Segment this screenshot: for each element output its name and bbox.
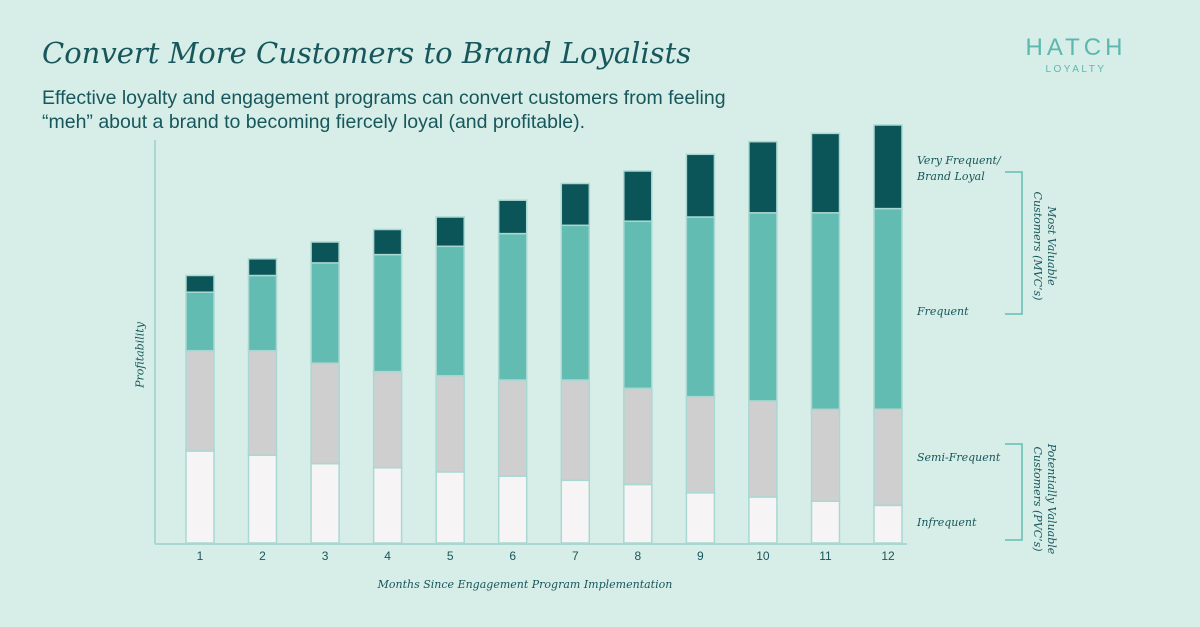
pvc-bracket bbox=[1005, 443, 1023, 541]
bar-month-10 bbox=[748, 140, 778, 544]
bar-segment-frequent-month-4 bbox=[372, 253, 403, 373]
bar-segment-frequent-month-5 bbox=[435, 245, 465, 377]
x-tick-label: 11 bbox=[819, 549, 832, 563]
bar-segment-semi-frequent-month-11 bbox=[810, 408, 841, 502]
bar-segment-semi-frequent-month-4 bbox=[372, 370, 403, 469]
x-tick-label: 2 bbox=[259, 549, 266, 563]
bar-segment-very-frequent-month-3 bbox=[310, 241, 340, 264]
mvc-group-label: Most Valuable Customers (MVC’s) bbox=[1030, 166, 1058, 326]
bar-segment-frequent-month-9 bbox=[685, 216, 716, 398]
x-tick-label: 6 bbox=[509, 549, 516, 563]
x-axis-label: Months Since Engagement Program Implemen… bbox=[377, 578, 673, 591]
bar-segment-frequent-month-10 bbox=[748, 212, 778, 402]
bar-month-1 bbox=[185, 274, 215, 544]
label-very-frequent-line2: Brand Loyal bbox=[917, 170, 985, 183]
x-tick-label: 9 bbox=[697, 549, 704, 563]
bar-segment-frequent-month-1 bbox=[185, 291, 215, 352]
bar-segment-infrequent-month-4 bbox=[372, 467, 403, 544]
label-very-frequent-line1: Very Frequent/ bbox=[917, 154, 1001, 167]
bar-segment-semi-frequent-month-7 bbox=[560, 379, 591, 482]
bar-month-3 bbox=[310, 241, 340, 544]
chart-title: Convert More Customers to Brand Loyalist… bbox=[42, 36, 692, 70]
bar-month-12 bbox=[873, 124, 903, 544]
x-tick-label: 4 bbox=[384, 549, 391, 563]
bar-month-5 bbox=[435, 216, 465, 544]
bar-month-2 bbox=[247, 258, 278, 544]
pvc-label-line2: Customers (PVC’s) bbox=[1031, 446, 1044, 552]
label-semi-frequent: Semi-Frequent bbox=[917, 451, 1001, 464]
mvc-label-line2: Customers (MVC’s) bbox=[1031, 191, 1044, 301]
bar-month-11 bbox=[810, 132, 841, 544]
bar-segment-frequent-month-11 bbox=[810, 212, 841, 411]
pvc-group-label: Potentially Valuable Customers (PVC’s) bbox=[1030, 419, 1058, 579]
bar-month-8 bbox=[623, 170, 653, 544]
bar-segment-infrequent-month-3 bbox=[310, 462, 340, 544]
bar-segment-infrequent-month-7 bbox=[560, 479, 591, 544]
bar-segment-semi-frequent-month-12 bbox=[873, 408, 903, 507]
bar-segment-very-frequent-month-12 bbox=[873, 124, 903, 210]
bar-segment-very-frequent-month-8 bbox=[623, 170, 653, 222]
bar-segment-semi-frequent-month-9 bbox=[685, 395, 716, 494]
bar-month-4 bbox=[372, 228, 403, 544]
bar-segment-frequent-month-7 bbox=[560, 224, 591, 381]
bar-segment-infrequent-month-2 bbox=[247, 454, 278, 544]
bar-segment-infrequent-month-6 bbox=[497, 475, 528, 544]
bar-segment-semi-frequent-month-2 bbox=[247, 349, 278, 456]
bar-segment-very-frequent-month-10 bbox=[748, 140, 778, 214]
x-tick-label: 7 bbox=[572, 549, 579, 563]
bar-segment-very-frequent-month-5 bbox=[435, 216, 465, 248]
x-tick-label: 5 bbox=[447, 549, 454, 563]
bar-segment-frequent-month-3 bbox=[310, 262, 340, 364]
bar-segment-semi-frequent-month-10 bbox=[748, 400, 778, 498]
bar-segment-infrequent-month-5 bbox=[435, 471, 465, 544]
label-infrequent: Infrequent bbox=[917, 516, 977, 529]
bar-segment-semi-frequent-month-3 bbox=[310, 362, 340, 465]
x-tick-label: 3 bbox=[322, 549, 329, 563]
x-tick-label: 8 bbox=[634, 549, 641, 563]
label-frequent: Frequent bbox=[917, 305, 969, 318]
bar-segment-very-frequent-month-4 bbox=[372, 228, 403, 256]
bar-segment-semi-frequent-month-1 bbox=[185, 349, 215, 452]
bar-segment-very-frequent-month-2 bbox=[247, 258, 278, 277]
bar-segment-frequent-month-6 bbox=[497, 232, 528, 381]
bar-month-7 bbox=[560, 182, 591, 544]
bar-segment-semi-frequent-month-8 bbox=[623, 387, 653, 486]
bar-segment-infrequent-month-1 bbox=[185, 450, 215, 544]
bar-segment-infrequent-month-8 bbox=[623, 483, 653, 544]
chart-subtitle: Effective loyalty and engagement program… bbox=[42, 87, 726, 133]
bar-segment-infrequent-month-10 bbox=[748, 496, 778, 544]
mvc-bracket bbox=[1005, 171, 1023, 315]
bar-month-6 bbox=[497, 199, 528, 544]
bar-segment-infrequent-month-9 bbox=[685, 492, 716, 544]
bar-segment-very-frequent-month-7 bbox=[560, 182, 591, 227]
bar-segment-frequent-month-12 bbox=[873, 207, 903, 410]
hatch-loyalty-logo: HATCH LOYALTY bbox=[1018, 34, 1134, 76]
x-tick-label: 12 bbox=[881, 549, 895, 563]
bar-segment-very-frequent-month-6 bbox=[497, 199, 528, 235]
logo-tagline: LOYALTY bbox=[1045, 64, 1107, 75]
bar-segment-semi-frequent-month-6 bbox=[497, 379, 528, 477]
bar-segment-semi-frequent-month-5 bbox=[435, 375, 465, 473]
x-tick-label: 1 bbox=[197, 549, 204, 563]
label-very-frequent: Very Frequent/ Brand Loyal bbox=[917, 153, 1001, 185]
bar-segment-very-frequent-month-9 bbox=[685, 153, 716, 218]
bar-segment-infrequent-month-11 bbox=[810, 500, 841, 544]
bar-month-9 bbox=[685, 153, 716, 544]
bar-segment-very-frequent-month-1 bbox=[185, 274, 215, 293]
x-tick-label: 10 bbox=[756, 549, 770, 563]
logo-wordmark: HATCH bbox=[1025, 34, 1127, 61]
pvc-label-line1: Potentially Valuable bbox=[1045, 443, 1058, 555]
bar-segment-infrequent-month-12 bbox=[873, 504, 903, 544]
mvc-label-line1: Most Valuable bbox=[1045, 206, 1058, 286]
y-axis-label: Profitability bbox=[133, 322, 147, 388]
bar-segment-frequent-month-2 bbox=[247, 274, 278, 352]
bar-segment-frequent-month-8 bbox=[623, 220, 653, 390]
bar-segment-very-frequent-month-11 bbox=[810, 132, 841, 214]
